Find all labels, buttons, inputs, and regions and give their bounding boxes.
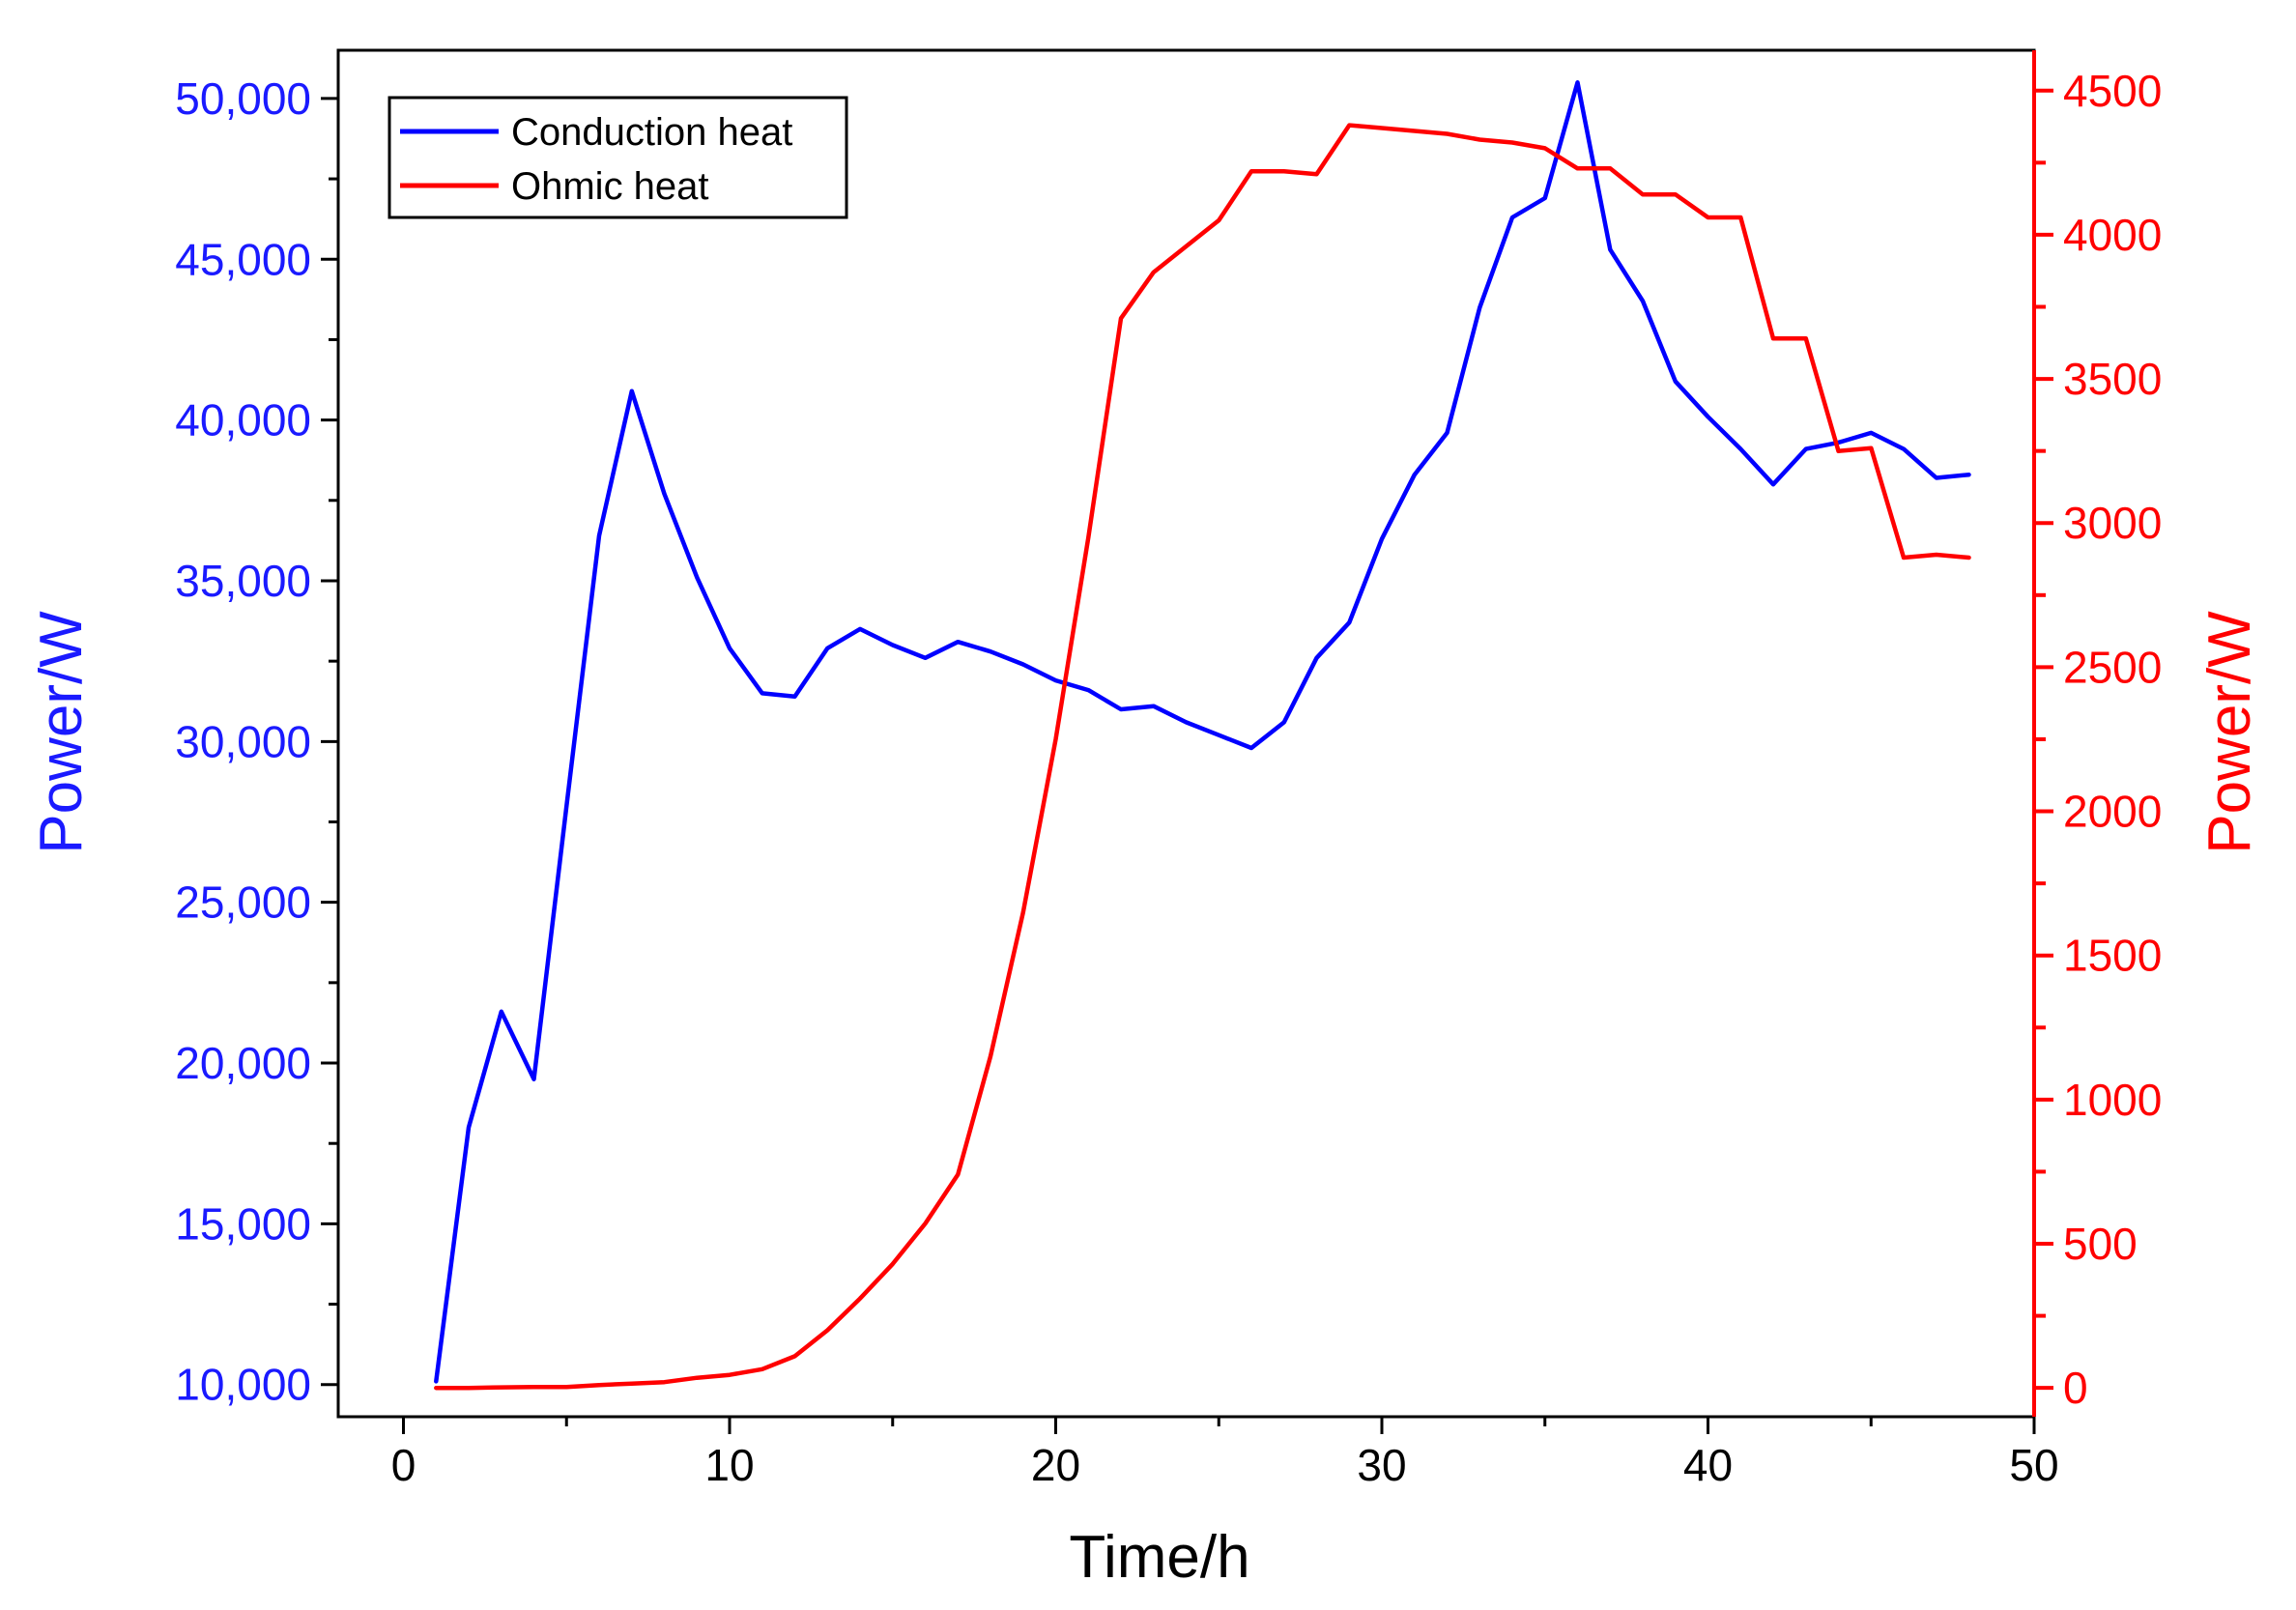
y-left-tick-label: 50,000 [175,73,311,124]
x-axis-title: Time/h [1069,1524,1249,1591]
series-line-conduction-heat [434,80,1971,1384]
legend: Conduction heat Ohmic heat [387,96,848,219]
y-right-tick-label: 500 [2063,1219,2138,1269]
y-right-tick-label: 4500 [2063,66,2162,116]
y-right-tick-label: 3000 [2063,498,2162,548]
y-left-tick-label: 45,000 [175,234,311,284]
legend-box [387,96,848,219]
y-right-tick-label: 0 [2063,1363,2088,1413]
y-left-tick-label: 25,000 [175,877,311,928]
axes: 0 10 20 30 40 50 10,000 15,000 20,000 25,000 30,00… [175,50,2162,1490]
x-tick-label: 0 [391,1440,416,1490]
y-left-tick-label: 40,000 [175,395,311,446]
x-tick-label: 40 [1683,1440,1733,1490]
y-left-tick-label: 35,000 [175,556,311,606]
y-left-tick-label: 20,000 [175,1038,311,1088]
y-left-tick-label: 10,000 [175,1360,311,1410]
x-tick-label: 10 [704,1440,754,1490]
legend-label-ohmic: Ohmic heat [511,165,709,208]
y-left-tick-label: 15,000 [175,1198,311,1249]
x-tick-label: 20 [1031,1440,1080,1490]
legend-label-conduction: Conduction heat [511,111,792,154]
y-axis-left-title: Power/W [28,611,95,854]
y-right-tick-label: 2000 [2063,787,2162,837]
y-right-tick-label: 1000 [2063,1075,2162,1125]
series-line-ohmic-heat [434,123,1971,1391]
y-right-tick-label: 1500 [2063,931,2162,981]
plot-area [434,80,1971,1391]
y-right-tick-label: 3500 [2063,354,2162,404]
y-right-tick-label: 2500 [2063,642,2162,692]
y-left-tick-label: 30,000 [175,716,311,766]
x-tick-label: 30 [1357,1440,1406,1490]
x-tick-label: 50 [2009,1440,2058,1490]
y-axis-right-title: Power/W [2196,611,2263,854]
y-right-tick-label: 4000 [2063,210,2162,260]
